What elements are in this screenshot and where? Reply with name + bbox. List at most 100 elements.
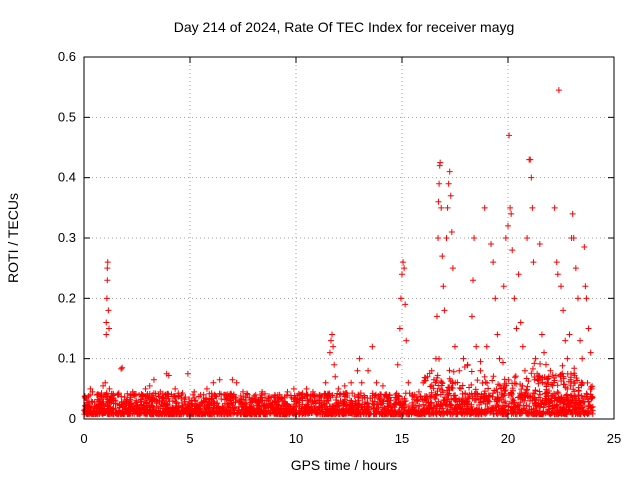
y-tick-label: 0.2 xyxy=(58,290,76,305)
data-point xyxy=(331,361,338,368)
data-point xyxy=(106,385,113,392)
data-point-background xyxy=(502,398,509,405)
data-point-background xyxy=(174,408,181,415)
data-point-background xyxy=(324,391,331,398)
data-point-background xyxy=(506,400,513,407)
data-point xyxy=(82,408,89,415)
data-point xyxy=(184,370,191,377)
data-point xyxy=(114,391,121,398)
data-point xyxy=(348,379,355,386)
data-point-background xyxy=(283,404,290,411)
data-point-background xyxy=(294,396,301,403)
data-point-background xyxy=(537,360,544,367)
data-point xyxy=(146,382,153,389)
data-point-background xyxy=(252,411,259,418)
data-point-background xyxy=(521,405,528,412)
data-point-background xyxy=(107,398,114,405)
data-point xyxy=(558,283,564,290)
data-point xyxy=(118,365,125,372)
data-point xyxy=(246,394,253,401)
data-point-background xyxy=(508,389,515,396)
data-point-background xyxy=(569,407,576,414)
data-point-background xyxy=(559,362,566,369)
data-point-background xyxy=(262,411,269,418)
data-point-background xyxy=(341,391,348,398)
data-point-background xyxy=(413,397,420,404)
data-point xyxy=(481,204,488,211)
data-point-background xyxy=(265,403,272,410)
data-point-background xyxy=(224,401,231,408)
data-point-background xyxy=(540,404,547,411)
data-point xyxy=(123,397,130,404)
data-point-background xyxy=(242,411,249,418)
data-point-background xyxy=(443,387,450,394)
data-point-background xyxy=(190,391,197,398)
data-point xyxy=(449,265,456,272)
data-point-background xyxy=(567,382,574,389)
data-point-background xyxy=(494,411,501,418)
data-point-background xyxy=(312,407,319,414)
data-point xyxy=(447,192,454,199)
data-point-background xyxy=(199,399,206,406)
data-point-background xyxy=(248,399,255,406)
data-point-background xyxy=(417,393,424,400)
data-point-background xyxy=(349,390,356,397)
data-point-background xyxy=(206,405,213,412)
data-point-background xyxy=(494,396,501,403)
data-point-background xyxy=(573,409,580,416)
data-point xyxy=(386,391,393,398)
data-point-background xyxy=(443,401,450,408)
data-point-background xyxy=(134,410,141,417)
data-point xyxy=(483,343,490,350)
data-point-background xyxy=(403,410,410,417)
data-point-background xyxy=(208,400,215,407)
data-point xyxy=(517,319,524,326)
data-point-background xyxy=(558,371,565,378)
data-point xyxy=(582,283,589,290)
data-point xyxy=(284,388,291,395)
data-point-background xyxy=(286,409,293,416)
data-point-background xyxy=(213,400,220,407)
data-point xyxy=(529,204,536,211)
data-point xyxy=(488,241,495,248)
data-point-background xyxy=(477,358,484,365)
data-point-background xyxy=(549,372,556,379)
data-point-background xyxy=(95,410,102,417)
data-point-background xyxy=(527,393,534,400)
data-point xyxy=(400,259,407,266)
data-point xyxy=(303,385,310,392)
data-point xyxy=(392,391,399,398)
data-point-background xyxy=(571,393,578,400)
data-point-background xyxy=(454,410,461,417)
y-tick-label: 0.3 xyxy=(58,230,76,245)
data-point-background xyxy=(308,409,315,416)
data-point-background xyxy=(423,409,430,416)
data-point-background xyxy=(476,401,483,408)
data-point-background xyxy=(554,389,561,396)
chart-title: Day 214 of 2024, Rate Of TEC Index for r… xyxy=(174,19,515,35)
data-point-background xyxy=(531,376,538,383)
data-point-background xyxy=(585,405,592,412)
data-point-background xyxy=(543,408,550,415)
data-point-background xyxy=(142,393,149,400)
data-point xyxy=(101,391,108,398)
data-point-background xyxy=(444,391,451,398)
data-point-background xyxy=(548,409,555,416)
data-point-background xyxy=(409,399,416,406)
data-point-background xyxy=(172,398,179,405)
data-point-background xyxy=(359,395,366,402)
data-point-background xyxy=(283,410,290,417)
data-point-background xyxy=(241,406,248,413)
data-point-background xyxy=(469,395,476,402)
data-point-background xyxy=(436,408,443,415)
data-point-background xyxy=(511,403,518,410)
data-point-background xyxy=(336,391,343,398)
data-point-background xyxy=(560,375,567,382)
data-point-background xyxy=(497,385,504,392)
data-point xyxy=(438,204,445,211)
data-point xyxy=(547,367,554,374)
data-point-background xyxy=(535,394,542,401)
data-point-background xyxy=(241,400,248,407)
data-point xyxy=(104,277,111,284)
data-point-background xyxy=(560,381,567,388)
